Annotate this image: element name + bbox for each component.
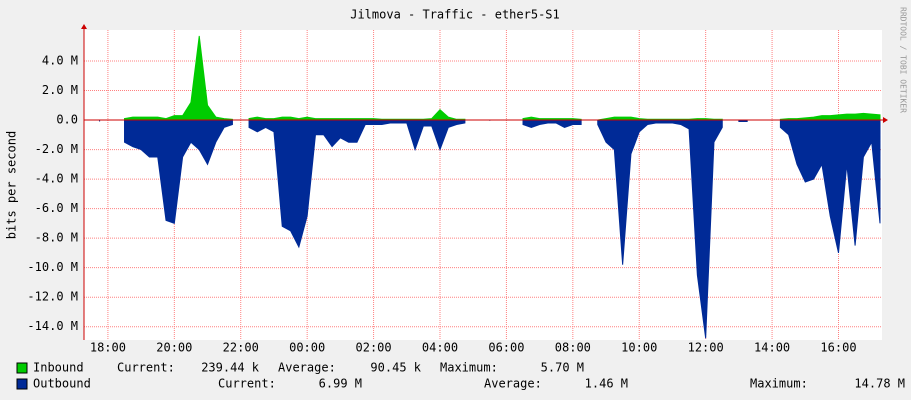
y-tick-label: -4.0 M — [35, 172, 78, 186]
y-tick-label: 4.0 M — [42, 54, 78, 68]
x-tick-label: 22:00 — [223, 341, 259, 355]
x-tick-label: 14:00 — [754, 341, 790, 355]
y-tick-label: -10.0 M — [27, 260, 78, 274]
x-tick-label: 08:00 — [555, 341, 591, 355]
legend-stat-value: 14.78 M — [854, 377, 905, 391]
legend-stat-label: Current: — [117, 361, 175, 375]
y-tick-label: -6.0 M — [35, 201, 78, 215]
y-axis-label: bits per second — [5, 131, 19, 239]
x-tick-label: 10:00 — [621, 341, 657, 355]
plot-area — [84, 30, 882, 340]
x-tick-label: 18:00 — [90, 341, 126, 355]
legend-stat-value: 239.44 k — [201, 361, 260, 375]
y-tick-label: 0.0 — [56, 113, 78, 127]
y-tick-label: -2.0 M — [35, 142, 78, 156]
x-tick-label: 02:00 — [356, 341, 392, 355]
x-tick-label: 16:00 — [820, 341, 856, 355]
legend-stat-label: Maximum: — [440, 361, 498, 375]
axis-arrow — [81, 24, 87, 29]
watermark: RRDTOOL / TOBI OETIKER — [899, 7, 908, 113]
legend-label: Inbound — [33, 361, 84, 375]
axis-arrow — [883, 117, 888, 124]
legend-stat-label: Average: — [484, 377, 542, 391]
legend-stat-label: Average: — [278, 361, 336, 375]
x-tick-label: 04:00 — [422, 341, 458, 355]
y-tick-label: -14.0 M — [27, 319, 78, 333]
x-tick-label: 20:00 — [156, 341, 192, 355]
legend-stat-value: 1.46 M — [585, 377, 628, 391]
x-tick-label: 12:00 — [688, 341, 724, 355]
legend-stat-label: Maximum: — [750, 377, 808, 391]
x-tick-label: 06:00 — [488, 341, 524, 355]
y-tick-label: -8.0 M — [35, 231, 78, 245]
legend-stat-value: 90.45 k — [370, 361, 421, 375]
legend-stat-label: Current: — [218, 377, 276, 391]
x-tick-label: 00:00 — [289, 341, 325, 355]
legend-stat-value: 5.70 M — [541, 361, 584, 375]
legend-stat-value: 6.99 M — [319, 377, 362, 391]
chart-title: Jilmova - Traffic - ether5-S1 — [350, 8, 560, 22]
y-tick-label: 2.0 M — [42, 83, 78, 97]
legend-swatch — [16, 378, 28, 390]
legend-swatch — [16, 362, 28, 374]
legend-label: Outbound — [33, 377, 91, 391]
y-tick-label: -12.0 M — [27, 290, 78, 304]
